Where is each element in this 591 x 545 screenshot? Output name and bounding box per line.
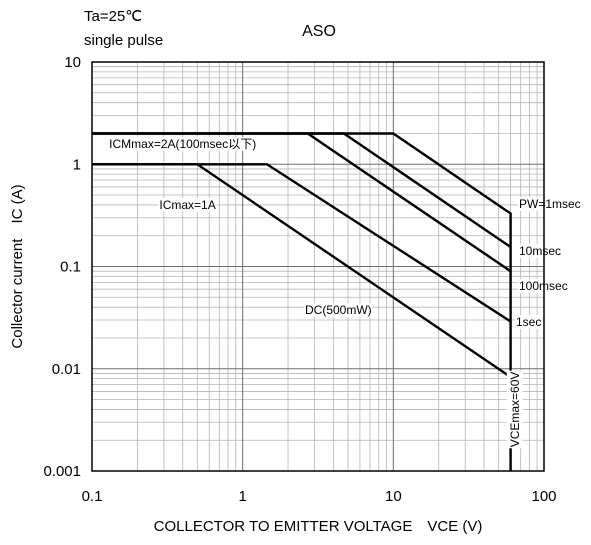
y-tick-label: 0.001 [43,463,81,480]
series-label-bg [515,315,543,329]
series-line-pw-1msec [92,132,512,471]
annotation-vcemax: VCEmax=60V [508,372,522,448]
condition-pulse: single pulse [84,32,163,49]
x-tick-label: 100 [531,488,556,505]
series-line-100msec [92,132,512,273]
annotation-bg [506,370,523,449]
y-tick-label: 0.01 [52,361,81,378]
annotation: ICmax=1A [159,198,215,212]
chart-title: ASO [302,23,336,40]
series-layer [92,132,512,471]
plot-frame [91,61,545,472]
y-tick-label: 1 [73,156,81,173]
y-tick-label: 10 [64,54,81,71]
grid-layer [91,61,545,472]
x-tick-label: 1 [238,488,246,505]
series-line-1sec [92,163,512,323]
condition-temperature: Ta=25℃ [84,8,142,25]
annotation-bg [108,136,258,151]
series-label: 1sec [516,315,541,329]
y-tick-label: 0.1 [60,259,81,276]
series-label: 10msec [519,244,561,258]
series-label: PW=1msec [519,197,581,211]
x-axis-label: COLLECTOR TO EMITTER VOLTAGE VCE (V) [154,518,483,535]
series-line-dc-500mw- [92,163,512,378]
annotation-bg [158,197,217,212]
series-label-bg [518,244,563,258]
annotation: ICMmax=2A(100msec以下) [109,137,256,151]
series-label-bg [518,197,582,211]
x-tick-label: 10 [385,488,402,505]
series-label: DC(500mW) [305,303,372,317]
x-tick-label: 0.1 [82,488,103,505]
y-axis-label: Collector current IC (A) [9,184,26,348]
series-label-bg [304,303,373,317]
